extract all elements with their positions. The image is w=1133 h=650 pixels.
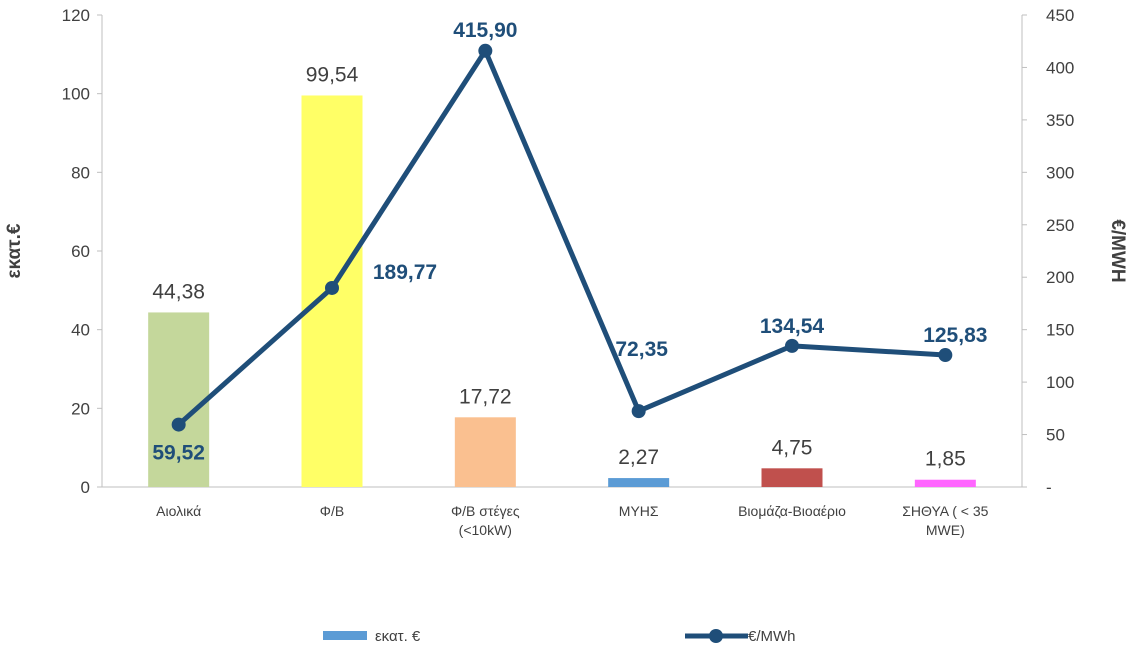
left-tick-label: 0	[81, 478, 90, 497]
right-tick-label: 250	[1046, 216, 1074, 235]
left-tick-label: 120	[62, 6, 90, 25]
bar-data-label: 17,72	[459, 385, 512, 408]
line-data-label: 72,35	[615, 338, 668, 361]
bar	[914, 479, 976, 487]
line-data-label: 189,77	[373, 261, 437, 284]
left-tick-label: 80	[71, 163, 90, 182]
left-tick-label: 100	[62, 85, 90, 104]
right-tick-label: 450	[1046, 6, 1074, 25]
line-series	[171, 43, 953, 432]
right-tick-label: 200	[1046, 268, 1074, 287]
bar-data-label: 99,54	[306, 63, 359, 86]
data-labels: 44,38 99,54 17,72 2,27 4,75 1,85 59,52 189,77 41…	[152, 19, 987, 471]
category-label: ΣΗΘΥΑ ( < 35	[902, 503, 988, 519]
category-label: Φ/Β	[320, 503, 344, 519]
line-point	[325, 280, 339, 295]
left-tick-label: 20	[71, 399, 90, 418]
axes: 0 20 40 60 80 100 120 - 50 100 150 200 250 300 350 400 4…	[4, 6, 1128, 538]
line-data-label: 134,54	[760, 315, 825, 338]
category-label: Βιομάζα-Βιοαέριο	[738, 503, 846, 519]
right-tick-label: -	[1046, 478, 1052, 497]
right-tick-label: 400	[1046, 58, 1074, 77]
left-tick-label: 40	[71, 321, 90, 340]
right-tick-label: 100	[1046, 373, 1074, 392]
right-tick-label: 300	[1046, 163, 1074, 182]
right-tick-label: 150	[1046, 321, 1074, 340]
category-label: ΜΥΗΣ	[619, 503, 659, 519]
bar	[454, 417, 516, 487]
line-data-label: 415,90	[453, 19, 517, 42]
legend: εκατ. € €/MWh	[323, 628, 796, 645]
bar	[761, 468, 823, 487]
category-label: Αιολικά	[156, 503, 201, 519]
line-point	[631, 404, 646, 419]
line-data-label: 125,83	[923, 324, 987, 347]
left-axis-title: εκατ.€	[4, 223, 25, 278]
legend-label-line: €/MWh	[748, 628, 796, 645]
right-axis-title: €/MWH	[1107, 219, 1128, 282]
category-label: MWE)	[926, 522, 965, 538]
series-line	[177, 48, 946, 427]
bar-data-label: 1,85	[925, 448, 966, 471]
line-point	[171, 417, 186, 432]
line-point	[785, 338, 799, 353]
right-tick-label: 50	[1046, 426, 1065, 445]
bar-data-label: 2,27	[618, 446, 659, 469]
bar-series	[148, 95, 976, 487]
line-point	[938, 348, 953, 363]
category-label: Φ/Β στέγες	[451, 503, 520, 519]
right-tick-label: 350	[1046, 111, 1074, 130]
bar	[608, 478, 670, 487]
bar	[148, 312, 210, 487]
bar-data-label: 44,38	[152, 280, 205, 303]
legend-swatch-bar	[323, 631, 367, 640]
line-data-label: 59,52	[152, 442, 205, 465]
line-point	[478, 43, 493, 58]
bar-data-label: 4,75	[772, 436, 813, 459]
legend-label-bar: εκατ. €	[375, 628, 421, 645]
legend-swatch-marker	[709, 629, 723, 643]
left-tick-label: 60	[71, 242, 90, 261]
category-label: (<10kW)	[459, 522, 512, 538]
